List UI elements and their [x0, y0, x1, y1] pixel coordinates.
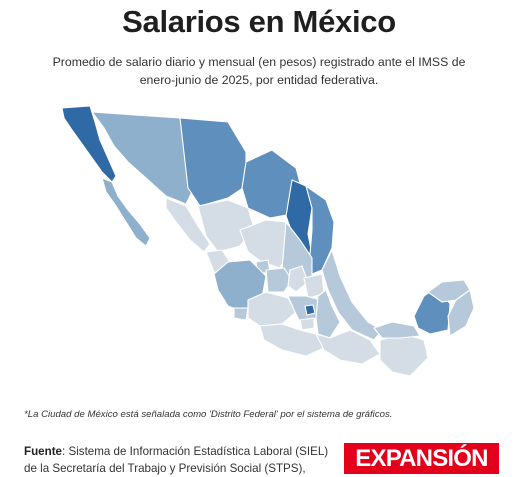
source-line1: : Sistema de Información Estadística Lab… — [62, 445, 329, 458]
state-morelos[interactable] — [299, 317, 315, 331]
state-tamaulipas[interactable] — [305, 185, 335, 275]
state-puebla[interactable] — [315, 289, 341, 339]
mexico-choropleth-map — [61, 105, 475, 377]
source-label: Fuente — [24, 445, 63, 458]
source-line2: de la Secretaría del Trabajo y Previsión… — [24, 462, 306, 475]
page-title: Salarios en México — [122, 4, 396, 39]
source-note: Fuente: Sistema de Información Estadísti… — [24, 443, 344, 477]
state-chiapas[interactable] — [379, 333, 429, 377]
state-colima[interactable] — [233, 307, 249, 321]
state-queretaro[interactable] — [287, 265, 309, 293]
page-subtitle: Promedio de salario diario y mensual (en… — [52, 55, 466, 87]
state-distrito-federal[interactable] — [304, 304, 316, 316]
state-quintana-roo[interactable] — [447, 289, 475, 337]
state-guerrero[interactable] — [259, 323, 325, 357]
state-sinaloa[interactable] — [165, 197, 211, 253]
state-tabasco[interactable] — [373, 321, 421, 339]
state-michoacan[interactable] — [247, 291, 297, 327]
state-baja-california-sur[interactable] — [101, 177, 151, 247]
map-footnote: *La Ciudad de México está señalada como … — [24, 409, 393, 420]
state-chihuahua[interactable] — [179, 117, 247, 207]
expansion-logo[interactable]: EXPANSIÓN — [344, 443, 499, 474]
